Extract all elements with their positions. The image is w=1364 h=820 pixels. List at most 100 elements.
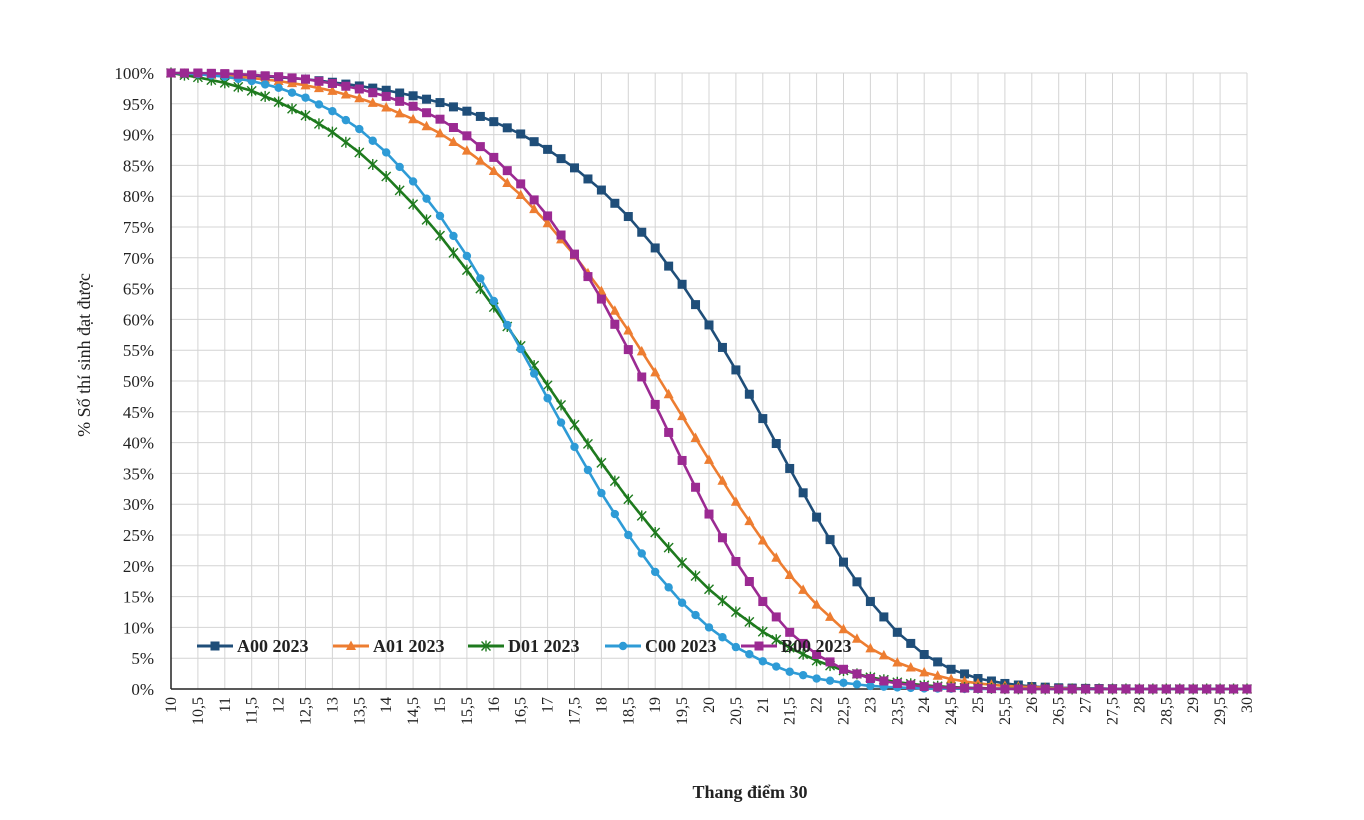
data-point — [422, 108, 432, 118]
data-point — [932, 670, 943, 680]
data-point — [556, 154, 566, 164]
data-point — [1094, 684, 1104, 694]
data-point — [287, 88, 297, 97]
y-tick-label: 30% — [123, 495, 154, 514]
data-point — [825, 676, 835, 685]
data-point — [664, 427, 674, 437]
legend-marker — [618, 641, 628, 651]
data-point — [636, 345, 647, 356]
data-point — [421, 120, 432, 131]
data-point — [933, 657, 943, 667]
data-point — [422, 194, 431, 203]
data-point — [381, 170, 392, 182]
data-point — [610, 509, 620, 519]
data-point — [1202, 684, 1212, 694]
data-point — [677, 455, 687, 465]
data-point — [569, 419, 580, 431]
legend-entry: D01 2023 — [468, 636, 580, 656]
data-point — [367, 97, 378, 107]
x-tick-label: 15,5 — [459, 697, 476, 725]
data-point — [610, 319, 620, 329]
x-tick-label: 16,5 — [513, 697, 530, 725]
y-tick-label: 20% — [123, 557, 154, 576]
data-point — [179, 68, 189, 78]
data-point — [341, 115, 351, 125]
x-tick-label: 28 — [1131, 697, 1148, 713]
legend-marker — [210, 641, 220, 651]
data-point — [798, 584, 809, 594]
data-point — [435, 98, 445, 108]
data-point — [609, 475, 620, 487]
x-tick-label: 17 — [540, 697, 557, 713]
legend-marker — [346, 640, 356, 650]
legend-entry: C00 2023 — [605, 636, 717, 656]
data-point — [919, 650, 929, 660]
data-point — [677, 410, 688, 421]
data-point — [1054, 684, 1064, 694]
y-tick-label: 5% — [131, 649, 154, 668]
x-tick-label: 19 — [647, 697, 664, 713]
y-tick-label: 90% — [123, 126, 154, 145]
data-point — [233, 69, 243, 79]
x-tick-label: 25,5 — [997, 697, 1014, 725]
data-point — [300, 79, 311, 90]
data-point — [730, 606, 741, 618]
data-point — [1175, 684, 1185, 694]
x-tick-label: 25 — [970, 697, 987, 713]
gridlines — [170, 72, 1248, 690]
data-point — [301, 93, 310, 102]
x-tick-label: 24 — [916, 697, 933, 713]
data-point — [691, 482, 701, 492]
data-point — [784, 642, 795, 654]
data-point — [946, 683, 956, 693]
data-point — [879, 676, 889, 686]
x-tick-label: 14 — [378, 697, 395, 713]
y-tick-label: 65% — [123, 280, 154, 299]
data-point — [475, 111, 485, 121]
data-point — [328, 106, 337, 116]
data-point — [583, 465, 593, 475]
data-point — [785, 627, 795, 637]
data-point — [690, 570, 701, 582]
data-point — [247, 70, 257, 80]
data-point — [368, 83, 378, 93]
data-point — [771, 552, 782, 562]
x-tick-label: 12,5 — [298, 697, 315, 725]
data-point — [623, 493, 634, 505]
legend-label: A01 2023 — [373, 636, 445, 656]
data-point — [435, 114, 445, 124]
x-tick-label: 21,5 — [782, 697, 799, 725]
data-point — [340, 136, 351, 148]
data-point — [503, 320, 512, 330]
data-point — [367, 158, 378, 170]
data-point — [650, 243, 660, 253]
legend-marker — [481, 640, 491, 652]
x-tick-label: 27 — [1078, 697, 1095, 713]
data-point — [785, 667, 794, 676]
data-point — [1040, 684, 1050, 694]
data-point — [448, 136, 459, 146]
y-tick-label: 15% — [123, 588, 154, 607]
x-axis-title: Thang điểm 30 — [692, 782, 807, 802]
data-point — [516, 344, 525, 354]
data-point — [852, 680, 862, 689]
data-point — [462, 251, 472, 261]
y-tick-label: 80% — [123, 187, 154, 206]
data-point — [851, 633, 862, 643]
x-tick-label: 14,5 — [405, 697, 422, 725]
legend-label: A00 2023 — [237, 636, 309, 656]
x-tick-label: 17,5 — [567, 697, 584, 725]
data-point — [757, 535, 768, 545]
data-point — [825, 535, 835, 545]
data-point — [650, 366, 661, 377]
data-point — [691, 610, 700, 620]
data-point — [839, 678, 848, 688]
x-tick-label: 11 — [217, 697, 234, 712]
data-point — [354, 92, 365, 103]
data-point — [394, 107, 405, 118]
data-point — [570, 163, 579, 173]
data-point — [489, 152, 499, 162]
data-point — [489, 296, 498, 306]
data-point — [597, 488, 606, 498]
data-point — [623, 212, 633, 222]
